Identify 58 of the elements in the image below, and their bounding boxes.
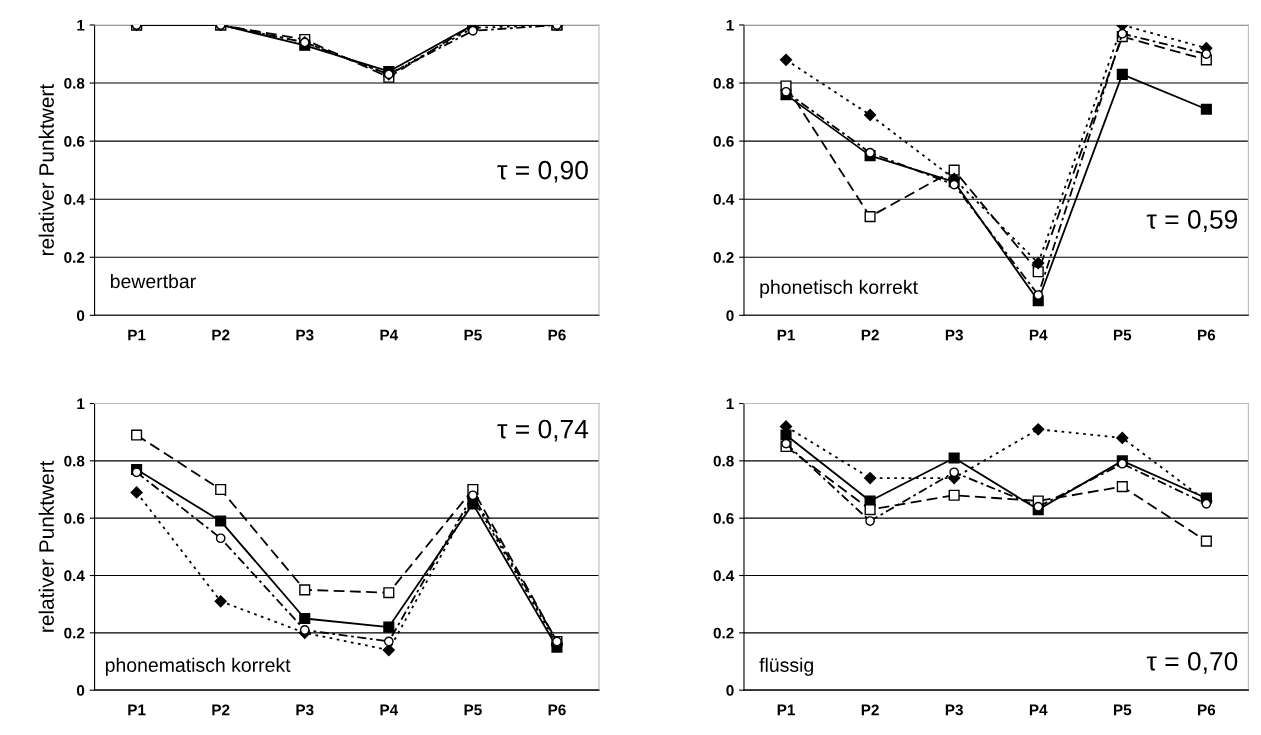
y-tick-label: 1 (726, 20, 734, 31)
y-tick-label: 0.6 (64, 513, 85, 524)
x-tick-label: P4 (380, 329, 399, 341)
x-tick-label: P6 (548, 704, 566, 716)
y-tick-label: 0.6 (713, 513, 734, 524)
annotation: bewertbar (110, 273, 196, 289)
y-axis-title: relativer Punktwert (38, 460, 54, 632)
y-tick-label: 0.4 (64, 570, 85, 582)
annotation: τ = 0,74 (497, 419, 589, 442)
x-tick-label: P3 (945, 704, 963, 716)
x-tick-label: P5 (1113, 329, 1132, 341)
y-tick-label: 0.6 (64, 135, 85, 147)
x-tick-label: P1 (128, 704, 146, 716)
x-tick-label: P5 (464, 329, 482, 341)
y-tick-label: 1 (77, 20, 85, 31)
x-tick-label: P4 (1029, 329, 1048, 341)
annotation: phonetisch korrekt (760, 279, 918, 298)
x-tick-label: P6 (1198, 704, 1216, 716)
x-tick-label: P2 (861, 329, 879, 341)
y-tick-label: 0 (726, 685, 734, 696)
annotation: phonematisch korrekt (105, 657, 291, 676)
y-tick-label: 0.8 (64, 455, 85, 467)
y-tick-label: 0.8 (64, 77, 85, 89)
y-tick-label: 0 (76, 310, 85, 321)
y-tick-label: 1 (726, 398, 734, 410)
x-tick-label: P1 (777, 704, 795, 716)
x-tick-label: P5 (1113, 704, 1132, 716)
y-tick-label: 0 (726, 310, 734, 321)
x-tick-label: P4 (1029, 704, 1048, 716)
x-tick-label: P1 (128, 329, 146, 341)
x-tick-label: P2 (861, 704, 879, 716)
y-tick-label: 0.8 (713, 77, 734, 89)
annotation: τ = 0,59 (1146, 210, 1238, 232)
x-tick-label: P2 (212, 704, 230, 716)
y-tick-label: 0.4 (64, 194, 85, 205)
y-tick-label: 0.2 (64, 252, 85, 263)
x-tick-label: P3 (945, 329, 963, 341)
y-tick-label: 0.2 (713, 252, 734, 263)
y-tick-label: 0.4 (713, 194, 735, 205)
y-tick-label: 0.4 (713, 570, 735, 582)
y-tick-label: 0.8 (713, 455, 734, 467)
x-tick-label: P6 (548, 329, 566, 341)
annotation: τ = 0,90 (497, 160, 588, 183)
x-tick-label: P5 (464, 704, 482, 716)
y-tick-label: 0.2 (64, 627, 85, 639)
x-tick-label: P3 (296, 704, 314, 716)
y-tick-label: 0.2 (713, 627, 734, 639)
x-tick-label: P1 (777, 329, 795, 341)
y-tick-label: 1 (77, 398, 85, 410)
x-tick-label: P3 (296, 329, 314, 341)
annotation: flüssig (759, 657, 813, 676)
y-tick-label: 0.6 (713, 135, 734, 147)
y-axis-title: relativer Punktwert (38, 84, 54, 256)
y-tick-label: 0 (76, 685, 85, 696)
x-tick-label: P2 (212, 329, 230, 341)
x-tick-label: P4 (380, 704, 399, 716)
annotation: τ = 0,70 (1146, 651, 1238, 674)
x-tick-label: P6 (1198, 329, 1216, 341)
